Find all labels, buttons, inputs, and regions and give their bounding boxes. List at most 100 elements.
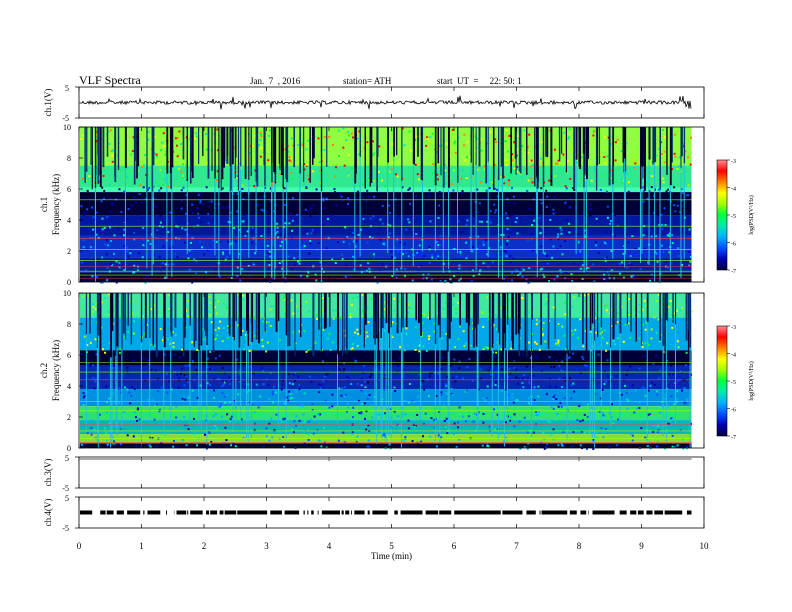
spectrogram-cell (472, 214, 475, 217)
spectrogram-cell (510, 347, 513, 350)
sferic-streak (300, 293, 302, 338)
spectrogram-cell (264, 415, 267, 418)
spectrogram-cell (181, 174, 184, 177)
ch4-gap (643, 510, 647, 515)
spectrogram-cell (183, 241, 186, 244)
spectrogram-cell (322, 297, 325, 300)
sferic-streak (470, 127, 472, 163)
spectrogram-cell (679, 429, 682, 432)
sferic-streak (630, 293, 632, 332)
spectrogram-cell (118, 261, 121, 264)
spectrogram-cell (95, 276, 98, 279)
spectrogram-cell (119, 315, 122, 318)
spectrogram-cell (394, 256, 397, 259)
spectrogram-cell (462, 415, 465, 418)
spectrogram-cell (499, 198, 502, 201)
spectrogram-cell (379, 238, 382, 241)
spectrogram-cell (527, 442, 530, 445)
spectrogram-cell (428, 375, 431, 378)
spectrogram-cell (390, 335, 393, 338)
spectrogram-cell (539, 319, 542, 322)
spectrogram-cell (453, 274, 456, 277)
spectrogram-cell (595, 331, 598, 334)
ch4-gap (186, 510, 188, 515)
spectrogram-cell (238, 373, 241, 376)
spectrogram-cell (610, 375, 613, 378)
spectrogram-cell (521, 353, 524, 356)
spectrogram-cell (511, 396, 514, 399)
spectrogram-cell (479, 368, 482, 371)
ch4-gap (169, 510, 174, 515)
sferic-streak (579, 127, 582, 170)
spectrogram-cell (206, 357, 209, 360)
sferic-streak (182, 127, 185, 160)
spectrogram-cell (101, 256, 104, 259)
spectrogram-cell (460, 177, 463, 180)
spectrogram-cell (463, 344, 466, 347)
spectrogram-cell (511, 159, 514, 162)
spectrogram-cell (554, 162, 557, 165)
spectrogram-cell (252, 131, 255, 134)
spectrogram-cell (102, 362, 105, 365)
sferic-streak (385, 293, 388, 324)
spectrogram-cell (634, 162, 637, 165)
spectrogram-cell (543, 447, 546, 450)
sferic-streak (373, 293, 375, 339)
spectrogram-cell (273, 428, 276, 431)
spectrogram-cell (109, 129, 112, 132)
spectrogram-band (80, 235, 692, 258)
ch4-gap (438, 510, 440, 515)
spectrogram-cell (175, 178, 178, 181)
spectrogram-cell (689, 199, 692, 202)
colorbar-tick-label: -6 (731, 408, 736, 414)
spectrogram-cell (357, 332, 360, 335)
spectrogram-cell (111, 154, 114, 157)
spectrogram-cell (179, 372, 182, 375)
spectrogram-cell (482, 243, 485, 246)
spectrogram-cell (258, 144, 261, 147)
spectrogram-cell (643, 386, 646, 389)
spectrogram-cell (434, 257, 437, 260)
sferic-streak (448, 338, 450, 435)
sferic-streak (646, 293, 649, 322)
sferic-streak (355, 127, 357, 174)
sferic-streak (554, 293, 556, 339)
sferic-streak (402, 327, 404, 419)
spectrogram-cell (442, 307, 445, 310)
spectrogram-cell (465, 177, 468, 180)
spectrogram-cell (682, 387, 685, 390)
spectrogram-cell (639, 268, 642, 271)
sferic-streak (393, 127, 395, 157)
spectrogram-cell (367, 171, 370, 174)
spectrogram-cell (561, 370, 564, 373)
spectrogram-cell (282, 297, 285, 300)
ch4-gap (369, 510, 373, 515)
panel-frame-ch3-waveform (78, 456, 705, 489)
spectrogram-cell (363, 365, 366, 368)
ch4-gap (299, 510, 304, 515)
spectrogram-cell (317, 439, 320, 442)
spectrogram-cell (676, 204, 679, 207)
sferic-streak (517, 293, 520, 334)
sferic-streak (343, 293, 345, 354)
spectrogram-cell (222, 379, 225, 382)
spectrogram-cell (295, 305, 298, 308)
ch4-gap (318, 510, 321, 515)
spectrogram-cell (464, 206, 467, 209)
spectrogram-cell (433, 322, 436, 325)
spectrogram-cell (145, 323, 148, 326)
spectrogram-cell (553, 196, 556, 199)
spectrogram-cell (199, 199, 202, 202)
sferic-streak (211, 127, 213, 171)
spectrogram-cell (393, 297, 396, 300)
spectrogram-cell (460, 231, 463, 234)
spectrogram-cell (563, 414, 566, 417)
spectrogram-cell (582, 402, 585, 405)
sferic-streak (582, 293, 584, 344)
spectrogram-cell (570, 329, 573, 332)
spectrogram-cell (143, 206, 146, 209)
spectrogram-cell (152, 253, 155, 256)
spectrogram-cell (347, 212, 350, 215)
spectrogram-cell (515, 217, 518, 220)
sferic-streak (582, 127, 585, 154)
